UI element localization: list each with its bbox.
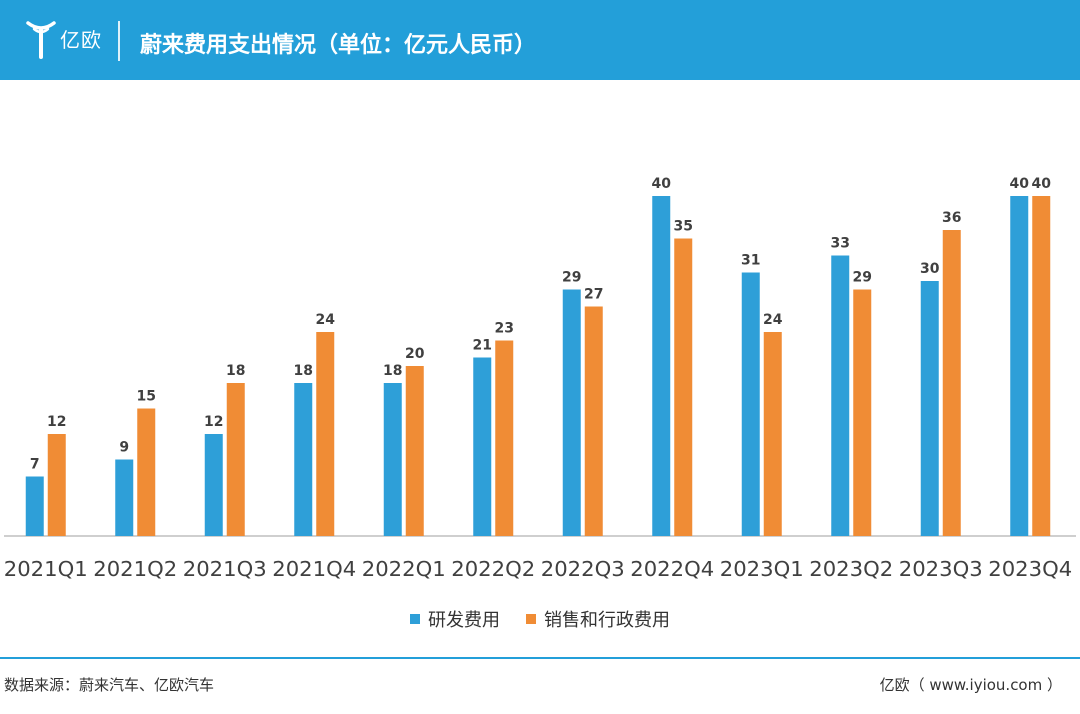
data-label-rd-2023Q2: 33 <box>831 236 850 252</box>
data-label-rd-2023Q1: 31 <box>741 253 760 269</box>
data-label-rd-2021Q3: 12 <box>204 414 223 430</box>
bar-chart: 7 12 2021Q1 9 15 2021Q2 12 18 2021Q3 18 24 2021Q4 18… <box>4 176 1076 581</box>
bar-sga-2021Q4 <box>316 332 335 536</box>
yiou-logo-icon <box>26 21 56 59</box>
data-label-sga-2023Q1: 24 <box>763 312 783 328</box>
data-label-rd-2022Q3: 29 <box>562 270 581 286</box>
data-label-sga-2021Q2: 15 <box>137 389 156 405</box>
bar-sga-2022Q3 <box>584 306 603 536</box>
logo-text: 亿欧 <box>60 28 102 52</box>
bar-sga-2023Q2 <box>853 289 872 536</box>
bar-rd-2023Q3 <box>920 281 939 536</box>
x-tick-label-2021Q2: 2021Q2 <box>93 557 177 581</box>
x-tick-label-2021Q4: 2021Q4 <box>272 557 356 581</box>
bar-sga-2022Q2 <box>495 340 514 536</box>
legend-label-sga: 销售和行政费用 <box>544 610 670 631</box>
data-label-rd-2022Q2: 21 <box>473 338 492 354</box>
data-label-sga-2021Q4: 24 <box>316 312 336 328</box>
data-label-sga-2023Q4: 40 <box>1032 176 1052 192</box>
header-divider <box>118 21 120 61</box>
data-source: 数据来源：蔚来汽车、亿欧汽车 <box>4 676 215 694</box>
bar-rd-2023Q2 <box>831 255 850 536</box>
x-tick-label-2022Q3: 2022Q3 <box>541 557 625 581</box>
x-tick-label-2023Q4: 2023Q4 <box>988 557 1072 581</box>
legend-item-rd: 研发费用 <box>410 606 500 632</box>
bar-rd-2023Q4 <box>1010 196 1029 536</box>
data-label-rd-2023Q3: 30 <box>920 261 940 277</box>
data-label-sga-2023Q3: 36 <box>942 210 961 226</box>
bar-sga-2022Q1 <box>405 366 424 536</box>
x-tick-label-2021Q3: 2021Q3 <box>183 557 267 581</box>
data-label-sga-2022Q2: 23 <box>495 321 514 337</box>
data-label-sga-2022Q1: 20 <box>405 346 425 362</box>
data-label-sga-2021Q3: 18 <box>226 363 245 379</box>
bar-rd-2022Q1 <box>383 383 402 536</box>
data-label-sga-2023Q2: 29 <box>853 270 872 286</box>
chart-title: 蔚来费用支出情况（单位：亿元人民币） <box>140 33 537 58</box>
x-tick-label-2021Q1: 2021Q1 <box>4 557 88 581</box>
legend-swatch-sga <box>526 614 536 624</box>
site-credit: 亿欧（ www.iyiou.com ） <box>879 676 1062 694</box>
bar-sga-2023Q1 <box>763 332 782 536</box>
bar-rd-2022Q3 <box>562 289 581 536</box>
legend-item-sga: 销售和行政费用 <box>526 606 670 632</box>
x-tick-label-2023Q3: 2023Q3 <box>899 557 983 581</box>
legend-swatch-rd <box>410 614 420 624</box>
bar-rd-2021Q1 <box>25 476 44 536</box>
bar-rd-2021Q4 <box>294 383 313 536</box>
data-label-rd-2023Q4: 40 <box>1010 176 1030 192</box>
data-label-rd-2021Q1: 7 <box>30 457 40 473</box>
data-label-rd-2021Q2: 9 <box>119 440 129 456</box>
data-label-rd-2022Q4: 40 <box>652 176 672 192</box>
x-tick-label-2022Q4: 2022Q4 <box>630 557 714 581</box>
bar-sga-2023Q4 <box>1032 196 1051 536</box>
bar-sga-2021Q1 <box>47 434 66 536</box>
data-label-sga-2021Q1: 12 <box>47 414 66 430</box>
bar-sga-2021Q3 <box>226 383 245 536</box>
footer-divider <box>0 657 1080 659</box>
legend-label-rd: 研发费用 <box>428 610 500 631</box>
bar-sga-2021Q2 <box>137 408 156 536</box>
data-label-sga-2022Q4: 35 <box>674 219 693 235</box>
bar-rd-2021Q3 <box>204 434 223 536</box>
x-tick-label-2022Q2: 2022Q2 <box>451 557 535 581</box>
bar-rd-2023Q1 <box>741 272 760 536</box>
bar-rd-2022Q2 <box>473 357 492 536</box>
bar-sga-2023Q3 <box>942 230 961 536</box>
legend: 研发费用 销售和行政费用 <box>0 606 1080 632</box>
x-tick-label-2023Q1: 2023Q1 <box>720 557 804 581</box>
data-label-rd-2022Q1: 18 <box>383 363 402 379</box>
bar-rd-2021Q2 <box>115 459 134 536</box>
bar-sga-2022Q4 <box>674 238 693 536</box>
bar-rd-2022Q4 <box>652 196 671 536</box>
x-tick-label-2023Q2: 2023Q2 <box>809 557 893 581</box>
data-label-sga-2022Q3: 27 <box>584 287 603 303</box>
header-bar: 亿欧 蔚来费用支出情况（单位：亿元人民币） <box>0 0 1080 80</box>
x-tick-label-2022Q1: 2022Q1 <box>362 557 446 581</box>
data-label-rd-2021Q4: 18 <box>294 363 313 379</box>
